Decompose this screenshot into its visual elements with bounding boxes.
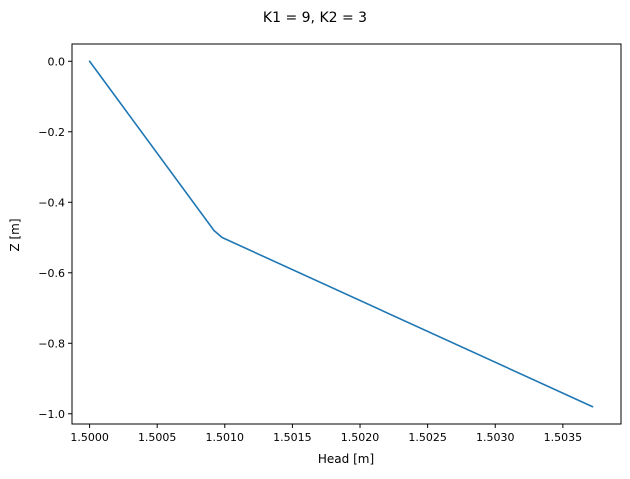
series-line-0 xyxy=(88,60,594,408)
x-tick-label: 1.5025 xyxy=(408,431,447,444)
y-tick-label: −1.0 xyxy=(38,408,65,421)
plot-area-frame xyxy=(71,43,622,425)
y-tick-label: −0.2 xyxy=(38,126,65,139)
y-tick-label: −0.8 xyxy=(38,337,65,350)
x-tick-label: 1.5000 xyxy=(70,431,109,444)
x-tick-label: 1.5020 xyxy=(341,431,380,444)
y-tick-label: 0.0 xyxy=(48,55,66,68)
x-tick-label: 1.5035 xyxy=(544,431,583,444)
series-layer xyxy=(88,60,594,408)
x-axis-label: Head [m] xyxy=(318,452,374,466)
y-tick-label: −0.4 xyxy=(38,196,65,209)
y-axis-ticks: 0.0 −0.2 −0.4 −0.6 −0.8 −1.0 xyxy=(38,55,72,421)
x-tick-label: 1.5015 xyxy=(273,431,312,444)
x-tick-label: 1.5030 xyxy=(476,431,515,444)
chart-title: K1 = 9, K2 = 3 xyxy=(263,10,367,26)
y-axis-label: Z [m] xyxy=(8,218,22,251)
x-tick-label: 1.5005 xyxy=(138,431,177,444)
x-axis-ticks: 1.5000 1.5005 1.5010 1.5015 1.5020 1.5025 1.50… xyxy=(70,424,582,444)
x-tick-label: 1.5010 xyxy=(206,431,245,444)
y-tick-label: −0.6 xyxy=(38,267,65,280)
